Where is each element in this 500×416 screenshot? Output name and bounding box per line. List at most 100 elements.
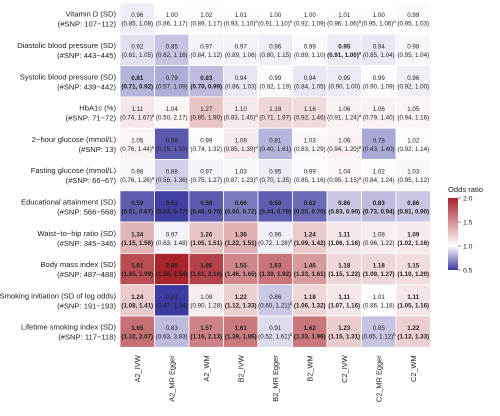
row-label-name: 2−hour glucose (mmol/L) [32,135,117,144]
heatmap-cell [119,127,155,160]
cell-confidence-interval: (1.09, 1.42) [294,240,326,247]
cell-confidence-interval: (0.91, 1.00)a [327,50,362,59]
cell-confidence-interval: (0.85, 1.04) [363,52,395,59]
cell-confidence-interval: (0.85, 1.16) [294,177,326,184]
cell-odds-ratio: 0.86 [338,200,351,207]
column-label: B2_WM [306,355,315,381]
cell-odds-ratio: 1.05 [131,137,144,144]
heatmap-cell [292,221,328,254]
cell-odds-ratio: 0.85 [166,43,179,50]
cell-odds-ratio: 0.92 [131,43,144,50]
heatmap-cell [326,127,362,160]
cell-confidence-interval: (0.89, 1.06) [225,52,257,59]
cell-confidence-interval: (0.74, 1.32) [190,146,222,153]
row-label-name: Diastolic blood pressure (SD) [17,41,116,50]
cell-odds-ratio: 1.11 [338,231,350,238]
cell-confidence-interval: (1.07, 1.16) [328,302,360,309]
cell-confidence-interval: (0.55, 0.70) [294,208,326,215]
heatmap-cell [119,221,155,254]
cell-superscript: b [290,332,293,337]
row-label-snp: (#SNP: 443−445) [57,51,116,60]
cell-odds-ratio: 0.83 [373,200,386,207]
cell-superscript: a [152,113,155,118]
legend-tick-label: 1.5 [463,219,473,226]
heatmap-cell [395,159,431,192]
heatmap-cell [188,190,224,223]
cell-odds-ratio: 1.34 [131,231,144,238]
row-label-name: Body mass index (SD) [40,260,116,269]
column-label: A2_MR Egger [168,355,177,402]
column-label: C2_WM [409,355,418,382]
row-label-name: Vitamin D (SD) [66,10,117,19]
cell-odds-ratio: 0.96 [407,75,420,82]
cell-confidence-interval: (0.40, 1.61) [259,146,291,153]
cell-confidence-interval: (1.32, 2.07) [121,334,153,341]
cell-confidence-interval: (0.83, 0.90) [328,208,360,215]
cell-superscript: a [359,176,362,181]
cell-odds-ratio: 1.81 [131,263,144,270]
cell-confidence-interval: (0.96, 1.22) [363,240,395,247]
cell-odds-ratio: 0.88 [166,169,179,176]
cell-superscript: b [290,301,293,306]
cell-confidence-interval: (0.72, 1.28)b [258,238,293,247]
row-label-snp: (#SNP: 107−112) [58,20,117,29]
cell-confidence-interval: (1.15, 1.31) [328,334,360,341]
cell-confidence-interval: (0.90, 1.09) [363,83,395,90]
heatmap-cell [257,190,293,223]
heatmap-cell [361,190,397,223]
cell-confidence-interval: (0.60, 0.72) [225,208,257,215]
cell-odds-ratio: 1.24 [304,231,317,238]
row-label-snp: (#SNP: 13) [78,145,116,154]
cell-confidence-interval: (0.74, 1.67)a [120,113,155,122]
heatmap-cell [188,127,224,160]
cell-confidence-interval: (0.52, 1.61)b [258,332,293,341]
heatmap-cell [188,33,224,66]
cell-superscript: a [359,144,362,149]
cell-confidence-interval: (1.65, 1.99) [121,271,153,278]
cell-confidence-interval: (1.12, 1.33) [225,302,257,309]
heatmap-cell [188,284,224,317]
cell-confidence-interval: (0.95, 1.06)a [362,19,397,28]
heatmap-cell [257,33,293,66]
heatmap-cell [188,252,224,286]
heatmap-cell [154,221,190,254]
cell-odds-ratio: 1.24 [131,294,144,301]
cell-confidence-interval: (1.39, 1.92) [259,271,291,278]
row-label-snp: (#SNP: 71−72) [66,114,117,123]
cell-odds-ratio: 1.04 [338,169,351,176]
cell-superscript: a [152,176,155,181]
cell-odds-ratio: 1.03 [407,169,420,176]
cell-confidence-interval: (1.10, 1.20) [397,271,429,278]
row-labels: Vitamin D (SD)(#SNP: 107−112) Diastolic b… [0,10,116,342]
heatmap-cell [326,190,362,223]
row-label-name: Fasting glucose (mmol/L) [31,166,117,175]
cell-odds-ratio: 2.00 [166,263,179,270]
cell-confidence-interval: (0.57, 1.09) [156,83,188,90]
cell-confidence-interval: (0.85, 1.39)a [224,144,259,153]
cell-odds-ratio: 1.00 [166,12,179,19]
cell-odds-ratio: 0.97 [200,169,213,176]
heatmap-cell [257,221,293,254]
cell-confidence-interval: (0.65, 1.12)b [362,332,397,341]
heatmap-cell [154,190,190,223]
heatmap-cell [154,33,190,66]
cell-confidence-interval: (1.16, 2.13) [190,334,222,341]
cell-confidence-interval: (0.86, 1.18) [363,302,395,309]
cell-odds-ratio: 1.18 [269,106,282,113]
heatmap-cell [119,65,155,98]
heatmap-cells: 0.96(0.85, 1.08)1.00(0.86, 1.17)1.02(0.8… [119,2,431,348]
cell-confidence-interval: (0.83, 1.29) [294,146,326,153]
heatmap-cell [395,65,431,98]
cell-confidence-interval: (1.61, 2.16) [190,271,222,278]
cell-confidence-interval: (1.33, 1.61) [294,271,326,278]
cell-confidence-interval: (1.15, 1.56) [121,240,153,247]
cell-odds-ratio: 0.94 [373,43,386,50]
cell-confidence-interval: (0.91, 1.10)a [258,19,293,28]
cell-confidence-interval: (0.95, 1.15)a [327,176,362,185]
legend-title: Odds ratio [448,185,483,194]
cell-odds-ratio: 1.46 [304,263,317,270]
heatmap-cell [188,315,224,348]
cell-confidence-interval: (0.76, 1.44)a [120,144,155,153]
cell-confidence-interval: (1.46, 1.65) [225,271,257,278]
cell-odds-ratio: 0.99 [407,12,420,19]
